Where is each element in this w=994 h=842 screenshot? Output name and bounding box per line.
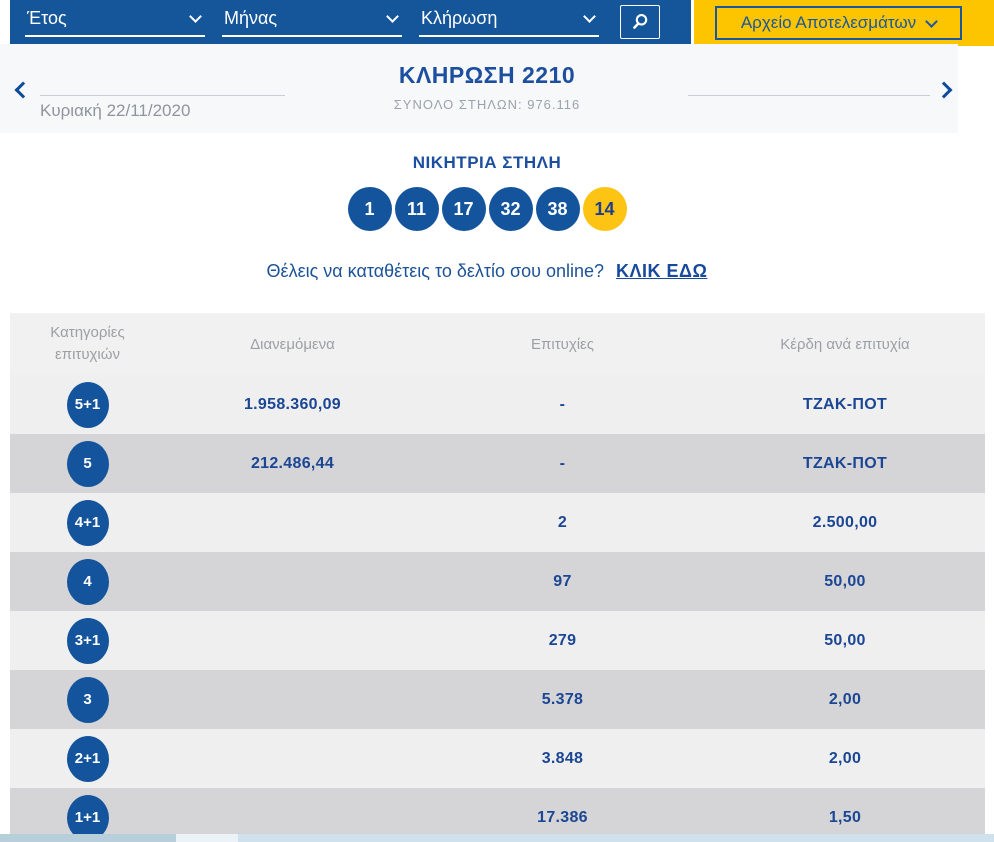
winning-column-title: ΝΙΚΗΤΡΙΑ ΣΤΗΛΗ	[412, 153, 562, 172]
filter-dropdown-month[interactable]: Μήνας	[222, 7, 402, 37]
archive-panel: Αρχείο Αποτελεσμάτων	[694, 0, 994, 46]
draw-title: ΚΛΗΡΩΣΗ 2210	[398, 62, 576, 88]
category-cell: 4+1	[10, 499, 165, 546]
online-cta: Θέλεις να καταθέτεις το δελτίο σου onlin…	[0, 261, 974, 282]
divider	[40, 95, 285, 96]
winners-cell: 2	[557, 513, 568, 531]
prize-cell: 2,00	[828, 690, 862, 708]
results-table-header: Κατηγορίες επιτυχιών Διανεμόμενα Επιτυχί…	[10, 313, 985, 375]
footer-strip-segment	[238, 834, 994, 842]
header-winners: Επιτυχίες	[531, 335, 594, 353]
results-table-body: 5+1 1.958.360,09 - ΤΖΑΚ-ΠΟΤ 5 212.486,44 - ΤΖΑΚ…	[10, 375, 985, 842]
draw-date: Κυριακή 22/11/2020	[40, 101, 191, 120]
header-categories: Κατηγορίες επιτυχιών	[50, 324, 125, 363]
table-row: 3+1 279 50,00	[10, 611, 985, 670]
winners-cell: 3.848	[541, 749, 584, 767]
winners-cell: -	[559, 395, 566, 413]
category-badge: 3	[66, 676, 109, 723]
filter-dropdown-year[interactable]: Έτος	[25, 7, 205, 37]
prize-cell: ΤΖΑΚ-ΠΟΤ	[802, 395, 888, 413]
category-badge: 3+1	[66, 617, 109, 664]
search-button[interactable]	[620, 5, 660, 39]
category-badge: 4+1	[66, 499, 109, 546]
prize-cell: 2,00	[828, 749, 862, 767]
category-cell: 3	[10, 676, 165, 723]
winners-cell: 97	[553, 572, 572, 590]
prize-cell: 2.500,00	[812, 513, 878, 531]
winners-cell: -	[559, 454, 566, 472]
filter-dropdowns: Έτος Μήνας Κλήρωση	[25, 7, 599, 37]
table-row: 4 97 50,00	[10, 552, 985, 611]
filter-toolbar: Έτος Μήνας Κλήρωση	[10, 0, 691, 44]
table-row: 2+1 3.848 2,00	[10, 729, 985, 788]
filter-label: Μήνας	[224, 8, 278, 28]
filter-label: Κλήρωση	[421, 8, 498, 28]
winning-number-ball: 38	[535, 187, 580, 231]
category-badge: 5	[66, 440, 109, 487]
table-row: 5 212.486,44 - ΤΖΑΚ-ΠΟΤ	[10, 434, 985, 493]
archive-results-button[interactable]: Αρχείο Αποτελεσμάτων	[715, 6, 962, 40]
footer-strip	[0, 834, 994, 842]
winning-numbers: 1 11 17 32 38 14	[0, 187, 974, 231]
filter-dropdown-draw[interactable]: Κλήρωση	[419, 7, 599, 37]
chevron-down-icon	[583, 10, 596, 23]
search-icon	[630, 12, 650, 32]
distributed-cell: 1.958.360,09	[243, 395, 342, 413]
category-cell: 5+1	[10, 381, 165, 428]
archive-results-label: Αρχείο Αποτελεσμάτων	[740, 13, 917, 32]
table-row: 3 5.378 2,00	[10, 670, 985, 729]
footer-strip-segment	[0, 834, 176, 842]
prize-cell: ΤΖΑΚ-ΠΟΤ	[802, 454, 888, 472]
results-table: Κατηγορίες επιτυχιών Διανεμόμενα Επιτυχί…	[10, 313, 985, 842]
category-cell: 5	[10, 440, 165, 487]
chevron-down-icon	[189, 10, 202, 23]
divider	[688, 95, 930, 96]
table-row: 4+1 2 2.500,00	[10, 493, 985, 552]
table-row: 5+1 1.958.360,09 - ΤΖΑΚ-ΠΟΤ	[10, 375, 985, 434]
draw-navigation: Κυριακή 22/11/2020 ΚΛΗΡΩΣΗ 2210 ΣΥΝΟΛΟ Σ…	[0, 44, 958, 133]
winning-number-ball: 1	[347, 187, 392, 231]
category-cell: 2+1	[10, 735, 165, 782]
category-cell: 1+1	[10, 794, 165, 841]
winning-number-ball: 11	[394, 187, 439, 231]
category-badge: 4	[66, 558, 109, 605]
total-columns-label: ΣΥΝΟΛΟ ΣΤΗΛΩΝ: 976.116	[393, 97, 581, 112]
category-badge: 5+1	[66, 381, 109, 428]
category-cell: 3+1	[10, 617, 165, 664]
table-row: 1+1 17.386 1,50	[10, 788, 985, 842]
prize-cell: 1,50	[828, 808, 862, 826]
footer-strip-segment	[176, 834, 238, 842]
filter-label: Έτος	[27, 8, 67, 28]
prize-cell: 50,00	[824, 631, 866, 649]
chevron-down-icon	[386, 10, 399, 23]
click-here-link[interactable]: ΚΛΙΚ ΕΔΩ	[616, 261, 708, 281]
category-badge: 2+1	[66, 735, 109, 782]
header-distributed: Διανεμόμενα	[250, 335, 335, 353]
category-cell: 4	[10, 558, 165, 605]
winning-number-ball: 17	[441, 187, 486, 231]
header-prize: Κέρδη ανά επιτυχία	[780, 335, 910, 353]
prize-cell: 50,00	[824, 572, 866, 590]
online-cta-text: Θέλεις να καταθέτεις το δελτίο σου onlin…	[266, 261, 605, 281]
winning-number-ball: 32	[488, 187, 533, 231]
category-badge: 1+1	[66, 794, 109, 841]
distributed-cell: 212.486,44	[250, 454, 335, 472]
winners-cell: 5.378	[541, 690, 584, 708]
chevron-down-icon	[925, 15, 939, 28]
winners-cell: 279	[548, 631, 577, 649]
winners-cell: 17.386	[537, 808, 588, 826]
joker-number-ball: 14	[582, 187, 627, 231]
